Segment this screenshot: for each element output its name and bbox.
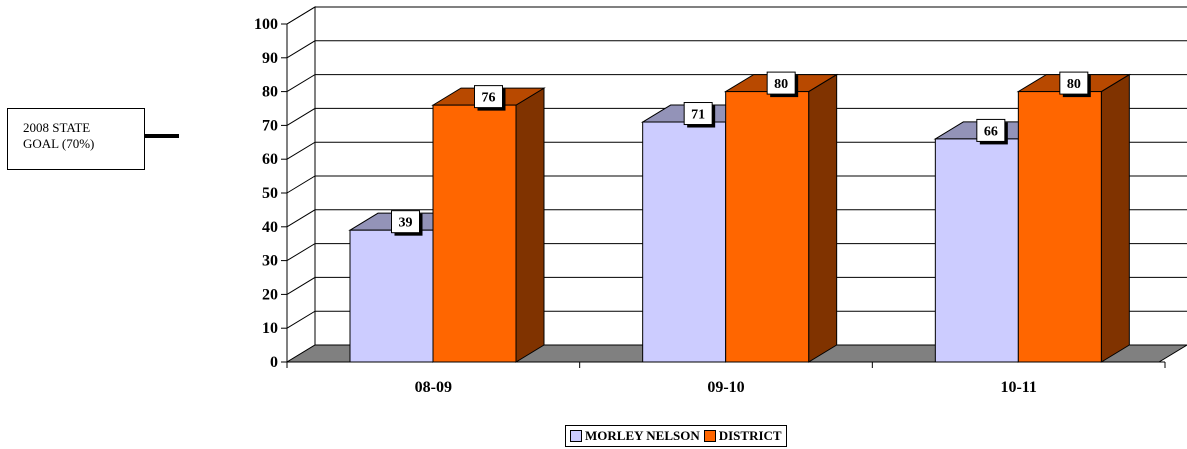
- data-labels: 39 76 71 80 66 80: [391, 71, 1091, 236]
- data-label-district-09-10: 80: [774, 77, 788, 92]
- state-goal-annotation: 2008 STATE GOAL (70%): [7, 108, 145, 170]
- x-axis-labels: 08-09 09-10 10-11: [415, 379, 1037, 396]
- data-label-morley-nelson-08-09-box: [391, 210, 420, 234]
- goal-line-1: 2008 STATE: [23, 120, 91, 135]
- legend-swatch-district: [703, 430, 716, 442]
- legend-swatch-morley-nelson: [570, 430, 582, 442]
- y-tick-label-60: 60: [262, 151, 278, 168]
- data-label-morley-nelson-10-11: 66: [984, 124, 998, 139]
- x-label-08-09: 08-09: [415, 379, 452, 396]
- y-tick-label-90: 90: [262, 50, 278, 67]
- y-tick-label-30: 30: [262, 253, 278, 270]
- gridlines: [286, 6, 1187, 329]
- bar-morley-nelson-10-11: [934, 138, 1019, 363]
- data-label-district-10-11-box: [1059, 71, 1089, 95]
- y-tick-label-40: 40: [262, 219, 278, 236]
- gridline-40: [286, 209, 1187, 228]
- y-tick-label-20: 20: [262, 286, 278, 303]
- gridline-70: [286, 107, 1187, 126]
- data-label-morley-nelson-08-09: 39: [399, 216, 413, 231]
- bar-district-08-09: [432, 104, 517, 363]
- data-label-district-09-10-box: [766, 71, 796, 95]
- gridline-10: [286, 310, 1187, 329]
- bar-district-08-09-side: [515, 87, 545, 363]
- goal-line-2: GOAL (70%): [23, 136, 95, 151]
- x-label-10-11: 10-11: [1000, 379, 1036, 396]
- y-axis: 0 10 20 30 40 50 60 70 80 90 100: [254, 16, 288, 371]
- y-tick-label-80: 80: [262, 84, 278, 101]
- y-tick-label-100: 100: [254, 16, 278, 33]
- bar-district-10-11-side: [1100, 73, 1130, 363]
- data-label-district-08-09: 76: [482, 91, 496, 106]
- x-axis-ticks: [286, 362, 1166, 368]
- gridline-20: [286, 276, 1187, 295]
- data-label-morley-nelson-09-10: 71: [691, 108, 705, 123]
- y-tick-label-0: 0: [270, 354, 278, 371]
- data-label-morley-nelson-10-11-box: [976, 118, 1006, 142]
- gridline-90: [286, 40, 1187, 59]
- chart-legend: MORLEY NELSON DISTRICT: [565, 425, 787, 447]
- legend-label-morley-nelson: MORLEY NELSON: [585, 428, 700, 443]
- y-tick-label-10: 10: [262, 320, 278, 337]
- bar-district-09-10: [725, 91, 810, 363]
- legend-item-district: DISTRICT: [703, 428, 782, 444]
- legend-item-morley-nelson: MORLEY NELSON: [570, 428, 700, 444]
- gridline-50: [286, 175, 1187, 194]
- gridline-30: [286, 243, 1187, 262]
- bar-district-10-11: [1017, 91, 1102, 363]
- data-label-district-10-11: 80: [1067, 77, 1081, 92]
- data-label-morley-nelson-09-10-box: [683, 102, 713, 126]
- bar-morley-nelson-08-09: [349, 229, 434, 363]
- bar-district-09-10-side: [808, 73, 838, 363]
- gridline-100: [286, 6, 1187, 25]
- gridline-60: [286, 141, 1187, 160]
- y-tick-label-50: 50: [262, 185, 278, 202]
- bar-morley-nelson-09-10: [642, 121, 727, 363]
- gridline-80: [286, 74, 1187, 93]
- goal-pointer-line: [145, 134, 179, 138]
- y-tick-label-70: 70: [262, 117, 278, 134]
- x-label-09-10: 09-10: [707, 379, 744, 396]
- legend-label-district: DISTRICT: [718, 428, 782, 443]
- data-label-district-08-09-box: [474, 85, 503, 109]
